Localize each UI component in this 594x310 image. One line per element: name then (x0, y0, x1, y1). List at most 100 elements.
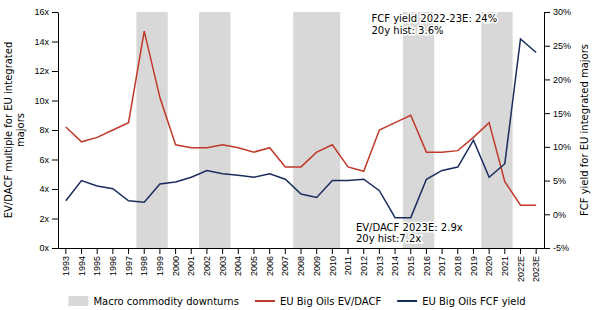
tick: 10x (34, 96, 58, 106)
shaded-region (481, 12, 512, 248)
legend-label: EU Big Oils FCF yield (422, 296, 525, 307)
tick-label: 2021 (500, 256, 510, 276)
tick-label: 2008 (296, 256, 306, 276)
tick: 1995 (92, 248, 102, 276)
tick: 2006 (265, 248, 275, 276)
legend-swatch (397, 300, 417, 302)
x-axis: 1993199419951996199719981999200020012002… (59, 248, 545, 282)
text-line: majors (15, 113, 26, 147)
tick-mark (395, 248, 396, 254)
tick-label: 2007 (280, 256, 290, 276)
tick-label: 25% (553, 41, 571, 51)
tick-mark (544, 214, 550, 215)
tick: 2014 (390, 248, 400, 276)
legend-item: Macro commodity downturns (68, 296, 239, 307)
tick-label: 2010 (328, 256, 338, 276)
tick-label: 2012 (359, 256, 369, 276)
tick-label: 6x (39, 155, 49, 165)
tick-label: 2020 (484, 256, 494, 276)
tick: 20% (544, 75, 571, 85)
tick-label: 2019 (469, 256, 479, 276)
axis-line (58, 13, 59, 249)
tick: 16x (34, 7, 58, 17)
axis-title: EV/DACF multiple for EU integratedmajors (3, 42, 26, 219)
tick: 2018 (453, 248, 463, 276)
tick: 2015 (406, 248, 416, 276)
tick-mark (332, 248, 333, 254)
text-line: FCF yield 2022-23E: 24% (371, 13, 497, 24)
tick: 30% (544, 7, 571, 17)
tick-mark (238, 248, 239, 254)
legend: Macro commodity downturns EU Big Oils EV/… (68, 296, 525, 307)
tick-label: -5% (553, 243, 569, 253)
tick-label: 30% (553, 7, 571, 17)
tick: 1996 (108, 248, 118, 276)
tick-label: 15% (553, 109, 571, 119)
tick-mark (159, 248, 160, 254)
tick-label: 2014 (390, 256, 400, 276)
tick-mark (442, 248, 443, 254)
legend-item: EU Big Oils FCF yield (397, 296, 525, 307)
tick: 0% (544, 210, 566, 220)
shaded-region (199, 12, 230, 248)
tick-label: 14x (34, 37, 49, 47)
tick-mark (285, 248, 286, 254)
tick: 2022E (516, 248, 526, 282)
tick-label: 2018 (453, 256, 463, 276)
tick-label: 8x (39, 125, 49, 135)
tick-label: 5% (553, 176, 566, 186)
axis-line (544, 13, 545, 249)
tick-mark (97, 248, 98, 254)
tick-label: 1995 (92, 256, 102, 276)
tick-label: 2022E (516, 256, 526, 282)
tick-label: 2023E (531, 256, 541, 282)
tick-mark (379, 248, 380, 254)
tick-mark (410, 248, 411, 254)
tick-mark (363, 248, 364, 254)
tick-mark (536, 248, 537, 254)
text-line: EV/DACF 2023E: 2.9x (356, 222, 463, 233)
tick: 2019 (469, 248, 479, 276)
tick: 2003 (218, 248, 228, 276)
series-line (66, 31, 536, 205)
tick: 4x (39, 184, 58, 194)
tick: 8x (39, 125, 58, 135)
tick: 1994 (77, 248, 87, 276)
tick: 2013 (375, 248, 385, 276)
tick-mark (52, 71, 58, 72)
legend-label: EU Big Oils EV/DACF (280, 296, 381, 307)
tick-mark (544, 12, 550, 13)
tick-mark (489, 248, 490, 254)
tick-label: 2015 (406, 256, 416, 276)
series-line (66, 39, 536, 218)
legend-swatch (255, 300, 275, 302)
tick-label: 2001 (186, 256, 196, 276)
tick: 2008 (296, 248, 306, 276)
tick-mark (128, 248, 129, 254)
tick-label: 2004 (233, 256, 243, 276)
text-line: FCF yield for EU integrated majors (579, 44, 590, 216)
tick: 2005 (249, 248, 259, 276)
tick: 2007 (280, 248, 290, 276)
tick-mark (348, 248, 349, 254)
tick-mark (52, 130, 58, 131)
tick: 12x (34, 66, 58, 76)
tick-mark (112, 248, 113, 254)
tick-label: 10% (553, 142, 571, 152)
tick-label: 1994 (77, 256, 87, 276)
tick-mark (52, 160, 58, 161)
tick: 15% (544, 109, 571, 119)
tick-mark (65, 248, 66, 254)
tick-label: 1993 (61, 256, 71, 276)
tick-mark (81, 248, 82, 254)
tick: 2012 (359, 248, 369, 276)
tick-mark (316, 248, 317, 254)
tick-mark (206, 248, 207, 254)
tick-label: 16x (34, 7, 49, 17)
legend-swatch (68, 296, 88, 306)
annotation: FCF yield 2022-23E: 24%20y hist: 3.6% (371, 13, 497, 36)
tick-mark (544, 46, 550, 47)
tick-label: 2x (39, 214, 49, 224)
tick-label: 2013 (375, 256, 385, 276)
tick-label: 2006 (265, 256, 275, 276)
